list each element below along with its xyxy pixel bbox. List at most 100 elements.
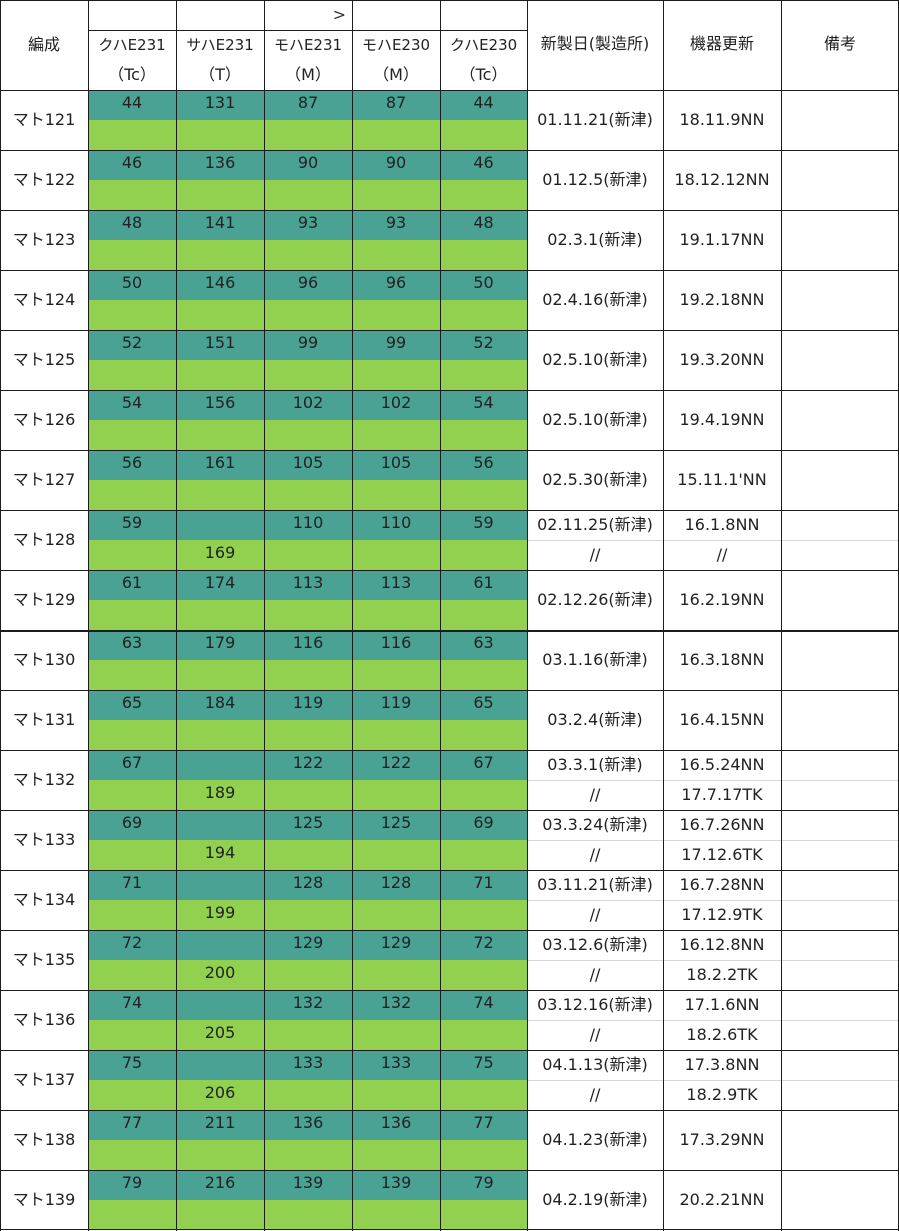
car-lower-band xyxy=(440,180,527,210)
build-date-sub: // xyxy=(589,1025,601,1044)
car-lower-band xyxy=(176,180,264,210)
car-number: 52 xyxy=(88,330,176,360)
car-lower-band xyxy=(88,540,176,570)
row-split-line xyxy=(527,840,899,841)
car-lower-band xyxy=(88,1140,176,1170)
grid-column-line xyxy=(87,0,89,1231)
car-lower-band xyxy=(264,240,352,270)
renewal-date: 16.4.15NN xyxy=(679,710,765,729)
build-date: 03.3.24(新津) xyxy=(542,815,648,834)
car-lower-band xyxy=(264,960,352,990)
header-remarks: 備考 xyxy=(781,0,899,90)
car-number: 99 xyxy=(264,330,352,360)
car-lower-band xyxy=(176,960,264,990)
car-lower-band xyxy=(264,1020,352,1050)
row-formation: マト137 xyxy=(12,1070,76,1089)
header-car-name: モハE231 xyxy=(264,30,352,60)
car-lower-band xyxy=(176,660,264,690)
car-number: 48 xyxy=(440,210,527,240)
car-number: 79 xyxy=(440,1170,527,1200)
car-lower-band xyxy=(176,120,264,150)
header-renewal: 機器更新 xyxy=(663,0,781,90)
car-lower-band xyxy=(440,1080,527,1110)
remarks-cell xyxy=(781,690,899,750)
car-number: 63 xyxy=(440,630,527,660)
car-lower-band xyxy=(352,1200,440,1230)
car-lower-band xyxy=(88,780,176,810)
car-number: 50 xyxy=(440,270,527,300)
grid-row-line xyxy=(0,390,899,391)
car-number: 133 xyxy=(352,1050,440,1080)
grid-row-line xyxy=(0,630,899,632)
grid-column-line xyxy=(351,0,353,1231)
car-number: 67 xyxy=(440,750,527,780)
car-number: 211 xyxy=(176,1110,264,1140)
grid-column-line xyxy=(526,0,528,1231)
build-date: 04.1.23(新津) xyxy=(542,1130,648,1149)
car-number: 132 xyxy=(352,990,440,1020)
car-lower-band xyxy=(440,960,527,990)
car-lower-band xyxy=(352,180,440,210)
car-number: 74 xyxy=(440,990,527,1020)
car-number: 61 xyxy=(88,570,176,600)
grid-row-line xyxy=(0,510,899,511)
car-lower-band xyxy=(264,120,352,150)
car-lower-band xyxy=(176,360,264,390)
car-number: 129 xyxy=(264,930,352,960)
row-formation: マト135 xyxy=(12,950,76,969)
car-number xyxy=(176,1050,264,1080)
build-date: 03.1.16(新津) xyxy=(542,650,648,669)
car-number: 216 xyxy=(176,1170,264,1200)
build-date: 01.11.21(新津) xyxy=(537,110,653,129)
car-lower-band xyxy=(440,480,527,510)
header-car-name: クハE231 xyxy=(88,30,176,60)
car-lower-band xyxy=(176,480,264,510)
build-date: 03.11.21(新津) xyxy=(537,875,653,894)
car-number: 113 xyxy=(352,570,440,600)
build-date: 03.12.6(新津) xyxy=(542,935,648,954)
grid-row-line xyxy=(0,1110,899,1111)
car-lower-band xyxy=(264,360,352,390)
car-number: 46 xyxy=(88,150,176,180)
grid-column-line xyxy=(175,0,177,1231)
car-number xyxy=(176,510,264,540)
build-date: 02.11.25(新津) xyxy=(537,515,653,534)
build-date-sub: // xyxy=(589,845,601,864)
row-formation: マト133 xyxy=(12,830,76,849)
car-number: 44 xyxy=(88,90,176,120)
car-number: 131 xyxy=(176,90,264,120)
car-number-sub: 194 xyxy=(204,843,236,862)
car-number: 61 xyxy=(440,570,527,600)
build-date: 02.12.26(新津) xyxy=(537,590,653,609)
car-lower-band xyxy=(88,180,176,210)
car-number: 99 xyxy=(352,330,440,360)
car-lower-band xyxy=(176,780,264,810)
car-number: 87 xyxy=(264,90,352,120)
build-date: 04.1.13(新津) xyxy=(542,1055,648,1074)
car-lower-band xyxy=(352,360,440,390)
renewal-date: 16.3.18NN xyxy=(679,650,765,669)
car-lower-band xyxy=(264,1200,352,1230)
row-split-line xyxy=(527,780,899,781)
car-number: 141 xyxy=(176,210,264,240)
renewal-date-sub: 17.12.9TK xyxy=(681,905,763,924)
car-lower-band xyxy=(88,840,176,870)
car-number: 65 xyxy=(440,690,527,720)
car-number: 102 xyxy=(352,390,440,420)
renewal-date: 17.3.8NN xyxy=(684,1055,760,1074)
remarks-cell xyxy=(781,870,899,930)
renewal-date: 19.2.18NN xyxy=(679,290,765,309)
row-split-line xyxy=(527,540,899,541)
car-lower-band xyxy=(176,900,264,930)
car-number xyxy=(176,810,264,840)
row-formation: マト126 xyxy=(12,410,76,429)
header-direction-arrow: > xyxy=(264,0,352,30)
car-number: 146 xyxy=(176,270,264,300)
car-lower-band xyxy=(176,1200,264,1230)
car-lower-band xyxy=(88,960,176,990)
car-lower-band xyxy=(264,720,352,750)
car-number: 93 xyxy=(264,210,352,240)
renewal-date: 17.3.29NN xyxy=(679,1130,765,1149)
car-number: 174 xyxy=(176,570,264,600)
car-number-sub: 205 xyxy=(204,1023,236,1042)
